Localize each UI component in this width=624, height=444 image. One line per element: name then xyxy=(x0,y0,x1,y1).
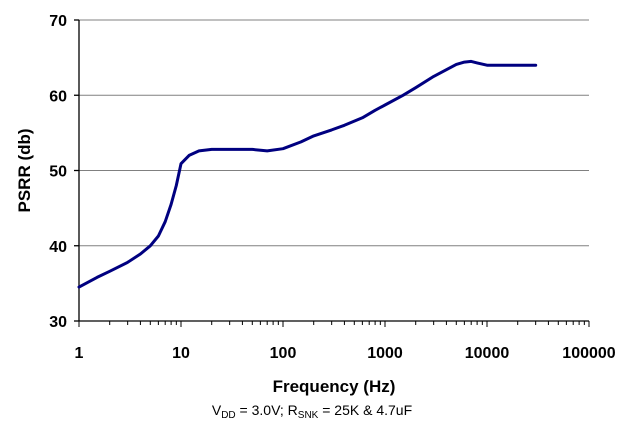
y-tick-label: 70 xyxy=(49,13,67,30)
y-tick-label: 40 xyxy=(49,239,67,256)
psrr-chart: 30 40 50 60 70 1 10 100 1000 10000 100000 PSRR (db… xyxy=(15,13,616,396)
ticks: 30 40 50 60 70 1 10 100 1000 10000 100000 xyxy=(49,13,616,362)
caption-v: V xyxy=(211,402,222,418)
chart-caption: VDD = 3.0V; RSNK = 25K & 4.7uF xyxy=(0,402,624,421)
x-tick-label: 1 xyxy=(75,345,84,362)
caption-dd: DD xyxy=(221,410,236,421)
x-axis-title: Frequency (Hz) xyxy=(273,377,396,396)
x-tick-label: 100000 xyxy=(562,345,615,362)
x-tick-label: 10000 xyxy=(465,345,510,362)
y-axis-title: PSRR (db) xyxy=(15,128,34,212)
series-line xyxy=(77,59,538,289)
y-tick-label: 50 xyxy=(49,164,67,181)
series-layer xyxy=(77,59,538,289)
caption-snk: SNK xyxy=(297,410,319,421)
x-tick-label: 100 xyxy=(270,345,297,362)
grid-lines xyxy=(79,19,589,247)
x-tick-label: 10 xyxy=(172,345,190,362)
caption-r: = 3.0V; R xyxy=(235,402,298,418)
caption-value: = 25K & 4.7uF xyxy=(318,402,413,418)
x-tick-label: 1000 xyxy=(367,345,403,362)
y-tick-label: 60 xyxy=(49,88,67,105)
y-tick-label: 30 xyxy=(49,314,67,331)
